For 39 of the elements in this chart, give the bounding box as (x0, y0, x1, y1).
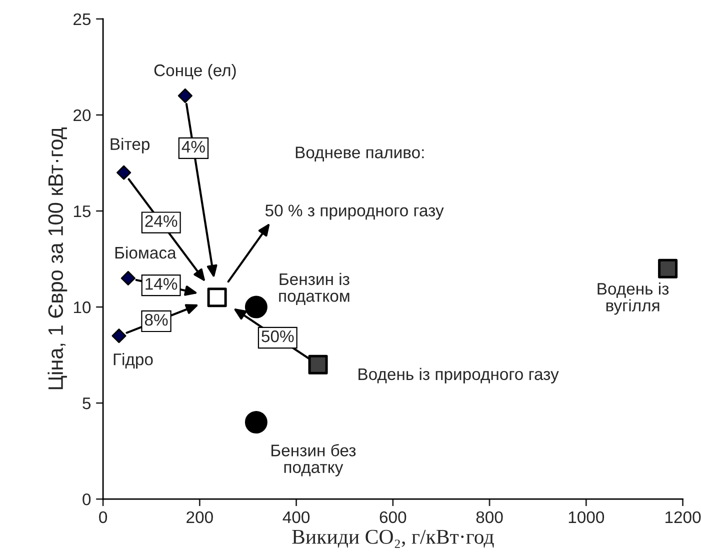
point (120, 270, 136, 286)
point (308, 354, 328, 374)
x-tick-label: 600 (380, 511, 406, 524)
point (207, 288, 227, 308)
annotation: Водень із природного газу (358, 368, 559, 384)
annotation: Бензин без податку (272, 444, 356, 476)
x-tick-label: 400 (282, 511, 310, 524)
y-tick-label: 10 (74, 301, 91, 314)
point (112, 328, 126, 344)
annotation: Водень із вугілля (598, 282, 669, 315)
point (244, 296, 268, 318)
annotation: Вітер (110, 138, 150, 154)
point (116, 165, 132, 180)
y-tick-label: 25 (74, 13, 91, 26)
annotation: 50% (262, 330, 294, 342)
y-tick-label: 15 (74, 206, 91, 218)
annotation: 8% (144, 314, 168, 326)
x-tick-label: 0 (99, 511, 108, 524)
annotation: Сонце (ел) (154, 64, 236, 80)
y-tick-label: 5 (82, 398, 91, 410)
point (658, 258, 678, 278)
x-tick-label: 800 (476, 511, 503, 524)
x-tick-label: 1200 (666, 511, 701, 524)
annotation: 50 % з природного газу (265, 204, 444, 220)
annotation: Бензин із податком (279, 272, 350, 306)
y-axis-title: Ціна, 1 Євро за 100 кВт·год (48, 127, 68, 390)
x-tick-label: 1000 (568, 511, 604, 524)
x-axis-title: Викиди CO₂, г/кВт·год (292, 530, 494, 548)
annotation: Водневе паливо: (296, 146, 424, 162)
y-tick-label: 20 (74, 109, 91, 122)
annotation: Біомаса (115, 246, 176, 259)
x-tick-label: 200 (186, 511, 213, 524)
y-tick-label: 0 (82, 493, 91, 506)
point (178, 88, 192, 104)
annotation: 4% (182, 140, 205, 153)
point (244, 411, 268, 434)
annotation: 24% (145, 215, 178, 227)
annotation: Гідро (114, 353, 153, 369)
annotation: 14% (146, 278, 178, 290)
